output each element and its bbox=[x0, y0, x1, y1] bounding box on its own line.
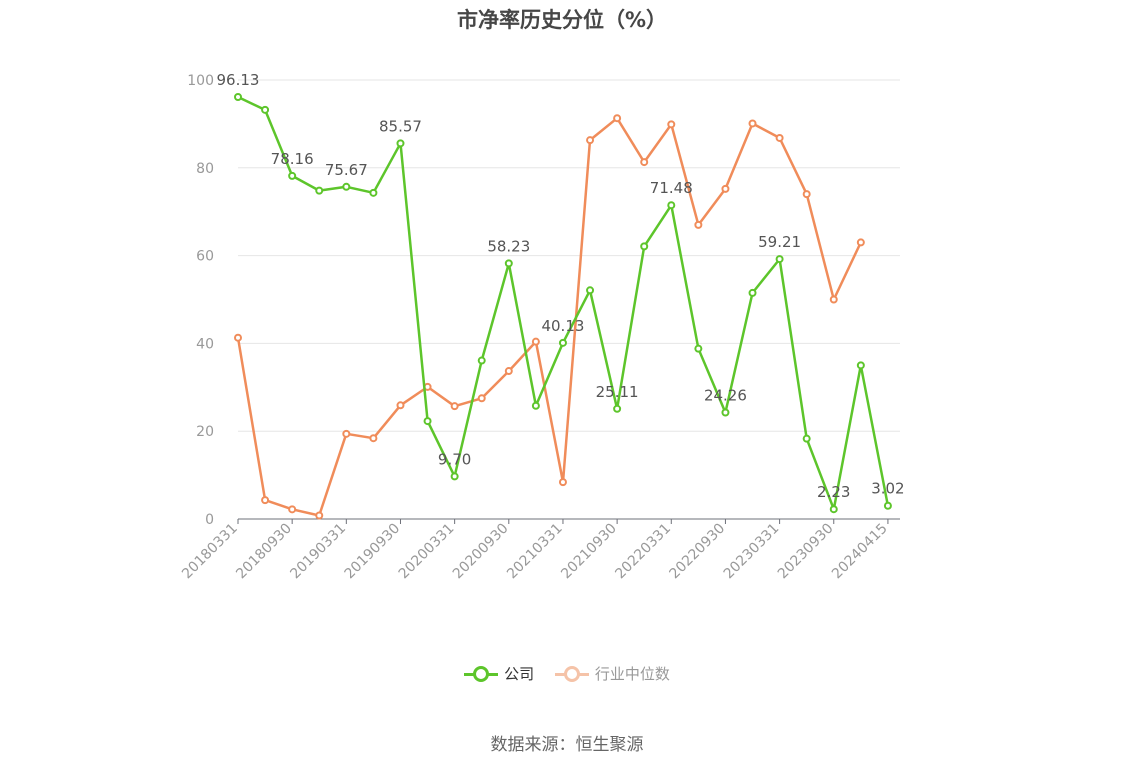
data-point-company bbox=[369, 188, 378, 197]
series-line-industry bbox=[236, 116, 862, 517]
data-point-company bbox=[883, 501, 892, 510]
data-point-company bbox=[775, 255, 784, 264]
y-tick-label: 20 bbox=[196, 424, 214, 440]
data-point-company bbox=[613, 404, 622, 413]
data-label: 85.57 bbox=[379, 117, 422, 135]
data-point-industry bbox=[477, 394, 486, 403]
data-label: 96.13 bbox=[217, 71, 260, 89]
data-point-industry bbox=[667, 120, 676, 129]
data-point-industry bbox=[450, 402, 459, 411]
legend-industry-swatch bbox=[554, 665, 589, 682]
data-point-company bbox=[261, 105, 270, 114]
data-point-industry bbox=[504, 367, 513, 376]
data-label: 78.16 bbox=[271, 150, 314, 168]
x-tick-label: 20200930 bbox=[450, 521, 512, 583]
data-point-company bbox=[856, 361, 865, 370]
data-label: 9.70 bbox=[438, 450, 471, 468]
data-point-company bbox=[829, 505, 838, 514]
data-point-industry bbox=[829, 295, 838, 304]
x-tick-label: 20190930 bbox=[342, 521, 404, 583]
x-tick-label: 20200331 bbox=[396, 521, 458, 583]
legend-item-industry[interactable]: 行业中位数 bbox=[554, 663, 670, 684]
data-point-industry bbox=[586, 136, 595, 145]
data-point-industry bbox=[288, 505, 297, 514]
data-point-industry bbox=[775, 133, 784, 142]
data-point-company bbox=[721, 408, 730, 417]
data-label: 40.13 bbox=[541, 317, 584, 335]
data-point-company bbox=[802, 434, 811, 443]
data-point-company bbox=[504, 259, 513, 268]
data-point-company bbox=[315, 186, 324, 195]
data-point-company bbox=[531, 401, 540, 410]
x-tick-label: 20220331 bbox=[612, 521, 674, 583]
data-point-industry bbox=[558, 478, 567, 487]
y-tick-label: 40 bbox=[196, 336, 214, 352]
y-tick-label: 100 bbox=[187, 73, 214, 89]
data-point-company bbox=[423, 417, 432, 426]
x-tick-label: 20180331 bbox=[179, 521, 241, 583]
data-label: 58.23 bbox=[487, 237, 530, 255]
data-label: 3.02 bbox=[871, 480, 904, 498]
data-label: 24.26 bbox=[704, 386, 747, 404]
data-point-company bbox=[748, 288, 757, 297]
y-tick-label: 0 bbox=[205, 512, 214, 528]
data-point-industry bbox=[613, 114, 622, 123]
y-tick-label: 60 bbox=[196, 249, 214, 265]
data-point-industry bbox=[531, 337, 540, 346]
source-note: 数据来源：恒生聚源 bbox=[490, 735, 644, 755]
legend-item-company[interactable]: 公司 bbox=[464, 663, 534, 684]
x-tick-label: 20230930 bbox=[775, 521, 837, 583]
data-point-company bbox=[342, 182, 351, 191]
data-point-industry bbox=[234, 333, 242, 342]
legend: 公司 行业中位数 bbox=[0, 663, 1134, 686]
x-tick-label: 20210331 bbox=[504, 521, 566, 583]
legend-industry-label: 行业中位数 bbox=[594, 665, 670, 683]
data-point-company bbox=[477, 356, 486, 365]
data-label: 71.48 bbox=[650, 179, 693, 197]
data-point-industry bbox=[640, 158, 649, 167]
data-point-industry bbox=[694, 220, 703, 229]
data-point-company bbox=[558, 338, 567, 347]
x-tick-label: 20190331 bbox=[287, 521, 349, 583]
data-point-company bbox=[667, 201, 676, 210]
x-tick-label: 20240415 bbox=[829, 521, 891, 583]
data-point-company bbox=[586, 286, 595, 295]
legend-company-label: 公司 bbox=[504, 665, 535, 683]
data-point-industry bbox=[856, 238, 865, 247]
data-label: 75.67 bbox=[325, 161, 368, 179]
data-point-company bbox=[288, 171, 297, 180]
data-label: 25.11 bbox=[596, 383, 639, 401]
data-point-industry bbox=[315, 511, 324, 520]
line-chart: 0 20 40 60 80 100 2018033120180930201903312019… bbox=[179, 71, 905, 583]
data-label: 59.21 bbox=[758, 233, 801, 251]
data-point-company bbox=[396, 139, 405, 148]
data-point-industry bbox=[396, 401, 405, 410]
data-point-company bbox=[234, 92, 242, 101]
data-point-company bbox=[640, 242, 649, 251]
data-label: 2.23 bbox=[817, 483, 850, 501]
data-point-industry bbox=[261, 496, 270, 505]
y-tick-label: 80 bbox=[196, 161, 214, 177]
data-point-company bbox=[450, 472, 459, 481]
chart-title: 市净率历史分位（%） bbox=[456, 8, 668, 32]
x-tick-label: 20180930 bbox=[233, 521, 295, 583]
x-tick-label: 20230331 bbox=[721, 521, 783, 583]
x-tick-label: 20210930 bbox=[558, 521, 620, 583]
legend-company-swatch bbox=[464, 665, 499, 682]
data-point-industry bbox=[369, 434, 378, 443]
data-point-industry bbox=[802, 190, 811, 199]
data-point-company bbox=[694, 344, 703, 353]
data-point-industry bbox=[748, 119, 757, 128]
x-tick-label: 20220930 bbox=[667, 521, 729, 583]
data-point-industry bbox=[721, 184, 730, 193]
data-point-industry bbox=[342, 429, 351, 438]
